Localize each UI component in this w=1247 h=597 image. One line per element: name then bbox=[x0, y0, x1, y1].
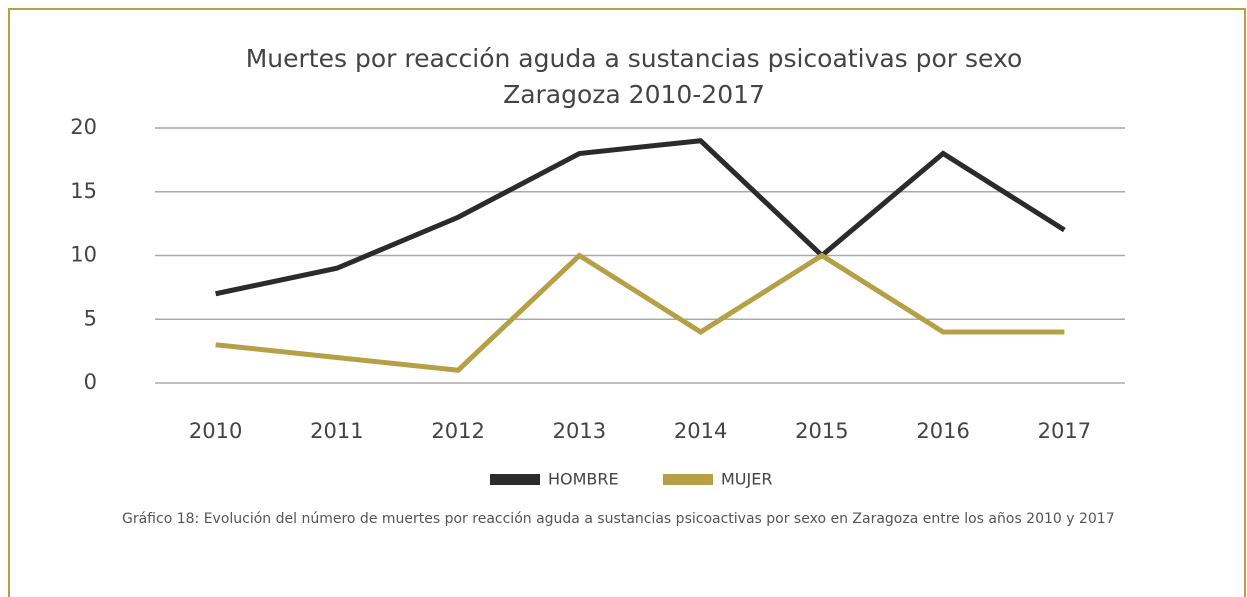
frame bbox=[8, 8, 1246, 597]
y-tick-label: 5 bbox=[84, 306, 97, 330]
chart-title: Muertes por reacción aguda a sustancias … bbox=[246, 44, 1023, 73]
y-tick-label: 15 bbox=[70, 179, 97, 203]
legend-label: HOMBRE bbox=[548, 470, 619, 489]
x-tick-label: 2017 bbox=[1038, 419, 1091, 443]
x-tick-label: 2014 bbox=[674, 419, 727, 443]
x-tick-label: 2016 bbox=[916, 419, 969, 443]
y-tick-label: 20 bbox=[70, 115, 97, 139]
legend-swatch bbox=[663, 474, 713, 485]
x-tick-label: 2010 bbox=[189, 419, 242, 443]
series-line bbox=[215, 138, 1066, 297]
x-tick-label: 2011 bbox=[310, 419, 363, 443]
x-tick-label: 2013 bbox=[553, 419, 606, 443]
series-line bbox=[215, 252, 1065, 373]
caption: Gráfico 18: Evolución del número de muer… bbox=[122, 511, 1115, 527]
y-tick-label: 10 bbox=[70, 243, 97, 267]
x-tick-label: 2012 bbox=[431, 419, 484, 443]
x-tick-label: 2015 bbox=[795, 419, 848, 443]
legend-label: MUJER bbox=[721, 470, 772, 489]
y-tick-label: 0 bbox=[84, 370, 97, 394]
legend-swatch bbox=[490, 474, 540, 485]
chart-subtitle: Zaragoza 2010-2017 bbox=[503, 80, 765, 109]
